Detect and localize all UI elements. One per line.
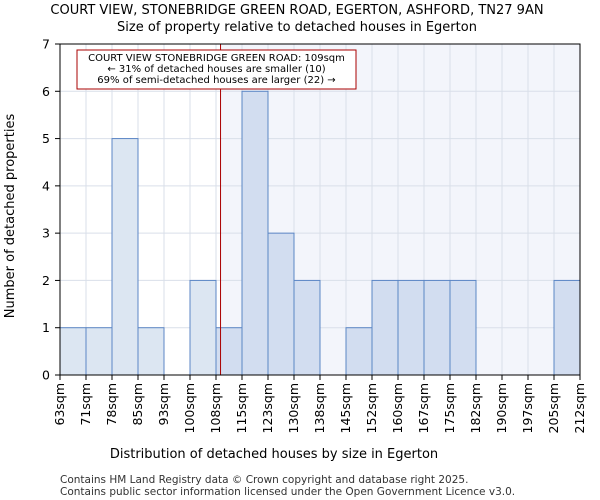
x-tick-label: 93sqm xyxy=(156,383,171,426)
bar-152sqm xyxy=(371,279,399,376)
y-tick-label: 1 xyxy=(42,320,50,335)
footer-line-2: Contains public sector information licen… xyxy=(60,486,515,498)
bar-205sqm xyxy=(553,279,581,376)
bar-130sqm xyxy=(293,279,321,376)
bar-115sqm xyxy=(241,90,269,376)
bars xyxy=(59,90,581,376)
chart-title: COURT VIEW, STONEBRIDGE GREEN ROAD, EGER… xyxy=(50,3,543,18)
bar-123sqm xyxy=(267,232,295,376)
x-tick-label: 123sqm xyxy=(260,383,275,433)
y-tick-label: 0 xyxy=(42,368,50,383)
x-tick-label: 138sqm xyxy=(312,383,327,433)
x-tick-label: 63sqm xyxy=(52,383,67,426)
bar-108sqm xyxy=(215,327,243,376)
annotation-smaller: ← 31% of detached houses are smaller (10… xyxy=(107,64,325,75)
bar-167sqm xyxy=(423,279,451,376)
x-tick-label: 78sqm xyxy=(104,383,119,426)
x-tick-label: 205sqm xyxy=(546,383,561,433)
x-tick-label: 197sqm xyxy=(520,383,535,433)
x-tick-label: 152sqm xyxy=(364,383,379,433)
x-tick-label: 160sqm xyxy=(390,383,405,433)
y-axis-label: Number of detached properties xyxy=(3,114,18,319)
bar-100sqm xyxy=(189,279,217,376)
y-tick-label: 5 xyxy=(42,131,50,146)
x-tick-label: 115sqm xyxy=(234,383,249,433)
x-axis-label: Distribution of detached houses by size … xyxy=(110,447,438,462)
bar-175sqm xyxy=(449,279,477,376)
bar-63sqm xyxy=(59,327,87,376)
x-tick-label: 130sqm xyxy=(286,383,301,433)
y-tick-label: 6 xyxy=(42,84,50,99)
chart-subtitle: Size of property relative to detached ho… xyxy=(117,20,477,35)
x-tick-label: 182sqm xyxy=(468,383,483,433)
x-tick-label: 71sqm xyxy=(78,383,93,426)
y-tick-label: 3 xyxy=(42,226,50,241)
x-tick-label: 212sqm xyxy=(572,383,587,433)
annotation-box: COURT VIEW STONEBRIDGE GREEN ROAD: 109sq… xyxy=(76,49,357,90)
bar-78sqm xyxy=(111,138,139,376)
x-tick-label: 108sqm xyxy=(208,383,223,433)
footer-line-1: Contains HM Land Registry data © Crown c… xyxy=(60,474,468,486)
bar-71sqm xyxy=(85,327,113,376)
y-ticks: 0 1 2 3 4 5 6 7 xyxy=(42,37,60,383)
y-tick-label: 7 xyxy=(42,37,50,52)
x-ticks: 63sqm 71sqm 78sqm 85sqm 93sqm 100sqm 108sqm 115… xyxy=(52,375,587,433)
x-tick-label: 167sqm xyxy=(416,383,431,433)
y-tick-label: 2 xyxy=(42,273,50,288)
x-tick-label: 85sqm xyxy=(130,383,145,426)
bar-85sqm xyxy=(137,327,165,376)
x-tick-label: 190sqm xyxy=(494,383,509,433)
bar-145sqm xyxy=(345,327,373,376)
y-tick-label: 4 xyxy=(42,178,50,193)
x-tick-label: 100sqm xyxy=(182,383,197,433)
x-tick-label: 145sqm xyxy=(338,383,353,433)
annotation-larger: 69% of semi-detached houses are larger (… xyxy=(97,75,335,86)
bar-160sqm xyxy=(397,279,425,376)
x-tick-label: 175sqm xyxy=(442,383,457,433)
annotation-title: COURT VIEW STONEBRIDGE GREEN ROAD: 109sq… xyxy=(88,53,345,64)
